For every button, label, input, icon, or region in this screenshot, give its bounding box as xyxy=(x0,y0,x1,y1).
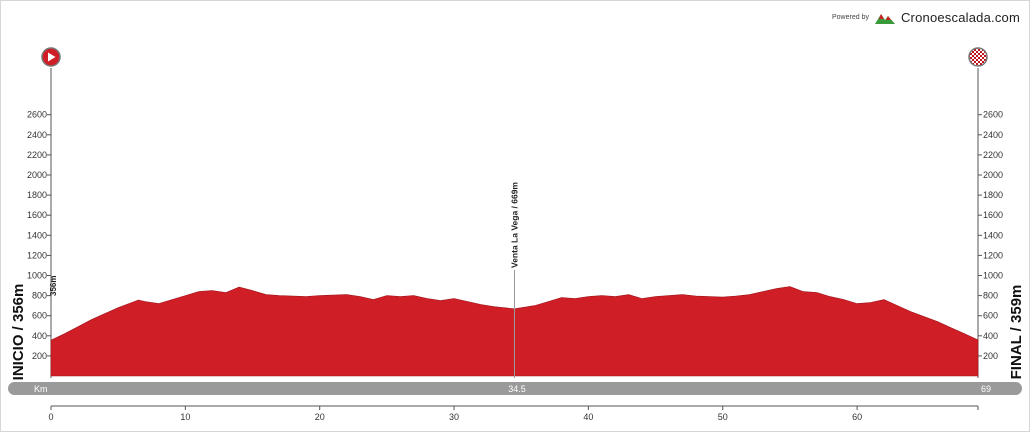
y-tick-label-left: 800 xyxy=(32,291,47,301)
y-tick-label-left: 2600 xyxy=(27,110,47,120)
x-tick-label: 0 xyxy=(48,412,53,422)
y-tick-label-left: 1400 xyxy=(27,230,47,240)
y-tick-label-right: 2600 xyxy=(983,110,1003,120)
y-tick-label-right: 400 xyxy=(983,331,998,341)
y-tick-label-left: 1600 xyxy=(27,210,47,220)
y-tick-label-right: 1400 xyxy=(983,230,1003,240)
y-tick-label-right: 2200 xyxy=(983,150,1003,160)
km-bar-start-label: Km xyxy=(34,384,48,394)
y-tick-label-right: 1200 xyxy=(983,250,1003,260)
start-label: INICIO / 356m xyxy=(10,284,27,381)
mountain-logo-icon xyxy=(874,13,895,24)
end-label: FINAL / 359m xyxy=(1008,285,1025,380)
y-tick-label-left: 600 xyxy=(32,311,47,321)
y-tick-label-right: 2000 xyxy=(983,170,1003,180)
y-tick-label-right: 200 xyxy=(983,351,998,361)
y-tick-label-right: 1800 xyxy=(983,190,1003,200)
x-tick-label: 30 xyxy=(449,412,459,422)
y-tick-label-right: 1000 xyxy=(983,271,1003,281)
y-tick-label-left: 2000 xyxy=(27,170,47,180)
km-bar-mid-label: 34.5 xyxy=(508,384,526,394)
y-tick-label-right: 1600 xyxy=(983,210,1003,220)
start-elevation-marker: 356m xyxy=(49,276,58,296)
y-tick-label-left: 2200 xyxy=(27,150,47,160)
brand[interactable]: Powered by Cronoescalada.com xyxy=(832,10,1020,25)
checkered-flag-icon xyxy=(968,47,988,67)
x-tick-label: 10 xyxy=(180,412,190,422)
right-y-ticks: 200 400 600 800 1000 1200 1400 1600 1800 2000 2200… xyxy=(978,110,1003,361)
x-ticks: 0 10 20 30 40 50 60 xyxy=(48,406,979,422)
y-tick-label-left: 200 xyxy=(32,351,47,361)
y-tick-label-right: 600 xyxy=(983,311,998,321)
y-tick-label-left: 1800 xyxy=(27,190,47,200)
powered-by-label: Powered by xyxy=(832,14,869,21)
y-tick-label-left: 400 xyxy=(32,331,47,341)
x-tick-label: 40 xyxy=(583,412,593,422)
y-tick-label-left: 1000 xyxy=(27,271,47,281)
km-bar xyxy=(8,382,1022,395)
x-tick-label: 20 xyxy=(315,412,325,422)
km-bar-end-label: 69 xyxy=(981,384,991,394)
y-tick-label-right: 800 xyxy=(983,291,998,301)
y-tick-label-right: 2400 xyxy=(983,130,1003,140)
y-tick-label-left: 2400 xyxy=(27,130,47,140)
summit-marker-label: Venta La Vega / 669m xyxy=(510,182,520,268)
left-y-ticks: 200 400 600 800 1000 1200 1400 1600 1800 2000 2200… xyxy=(27,110,51,361)
summit-markers: Venta La Vega / 669m xyxy=(510,182,520,378)
play-icon xyxy=(41,47,61,67)
x-tick-label: 60 xyxy=(852,412,862,422)
brand-name: Cronoescalada.com xyxy=(900,10,1020,25)
x-tick-label: 50 xyxy=(718,412,728,422)
y-tick-label-left: 1200 xyxy=(27,250,47,260)
